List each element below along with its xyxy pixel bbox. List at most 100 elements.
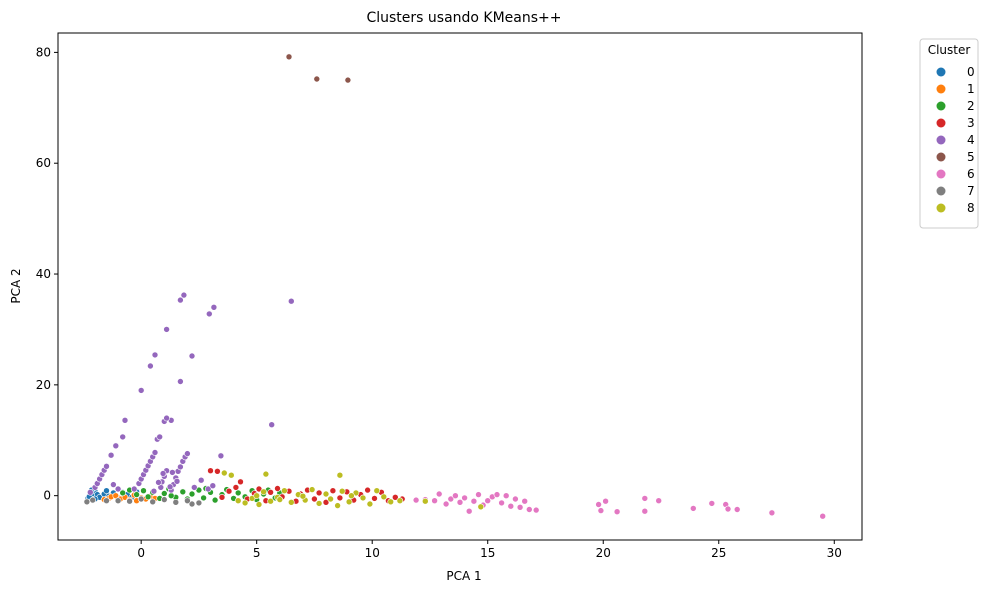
point-cluster-6 — [507, 502, 515, 510]
point-cluster-2 — [200, 494, 207, 502]
point-cluster-8 — [262, 470, 270, 478]
legend-label: 4 — [967, 133, 975, 147]
point-cluster-8 — [327, 495, 334, 503]
point-cluster-6 — [641, 495, 649, 502]
point-cluster-4 — [191, 484, 198, 491]
point-cluster-5 — [344, 76, 352, 84]
point-cluster-3 — [214, 467, 221, 475]
x-axis-ticks: 0 5 10 15 20 25 30 — [137, 540, 842, 560]
point-cluster-4 — [210, 303, 218, 311]
point-cluster-3 — [315, 489, 323, 497]
x-tick-label: 0 — [137, 546, 145, 560]
y-axis-label: PCA 2 — [9, 268, 23, 303]
y-tick-label: 40 — [36, 267, 51, 281]
point-cluster-7 — [103, 497, 110, 505]
point-cluster-4 — [103, 462, 110, 470]
point-cluster-4 — [188, 352, 196, 360]
point-cluster-4 — [107, 451, 115, 459]
point-cluster-6 — [641, 507, 649, 515]
point-cluster-3 — [237, 478, 244, 486]
point-cluster-2 — [234, 489, 242, 497]
point-cluster-2 — [140, 487, 147, 495]
point-cluster-3 — [391, 493, 399, 501]
point-cluster-3 — [207, 467, 214, 475]
legend-marker — [936, 152, 946, 162]
point-cluster-8 — [253, 492, 261, 500]
legend-title: Cluster — [928, 43, 971, 57]
point-cluster-4 — [151, 449, 159, 456]
point-cluster-3 — [329, 487, 337, 495]
points-layer — [83, 53, 827, 520]
point-cluster-4 — [110, 481, 117, 488]
point-cluster-4 — [209, 482, 217, 490]
legend-label: 5 — [967, 150, 975, 164]
point-cluster-6 — [689, 505, 697, 512]
point-cluster-3 — [267, 488, 274, 496]
point-cluster-6 — [461, 494, 468, 502]
point-cluster-4 — [217, 452, 225, 460]
point-cluster-3 — [274, 485, 281, 492]
point-cluster-4 — [204, 485, 212, 493]
point-cluster-8 — [334, 502, 341, 509]
point-cluster-3 — [232, 484, 240, 491]
legend-marker — [936, 84, 946, 94]
point-cluster-3 — [311, 495, 318, 503]
x-tick-label: 25 — [711, 546, 726, 560]
legend-marker — [936, 203, 946, 213]
point-cluster-6 — [484, 497, 492, 505]
legend-label: 0 — [967, 65, 975, 79]
point-cluster-8 — [267, 497, 274, 505]
point-cluster-8 — [315, 500, 323, 507]
x-tick-label: 20 — [596, 546, 611, 560]
point-cluster-4 — [169, 469, 176, 476]
point-cluster-6 — [733, 506, 741, 513]
legend-label: 2 — [967, 99, 975, 113]
point-cluster-7 — [126, 497, 133, 505]
legend-label: 3 — [967, 116, 975, 130]
point-cluster-4 — [180, 291, 188, 299]
point-cluster-2 — [211, 496, 219, 504]
point-cluster-4 — [268, 421, 276, 429]
point-cluster-4 — [177, 296, 184, 304]
point-cluster-7 — [137, 495, 145, 503]
y-tick-label: 60 — [36, 156, 51, 170]
point-cluster-4 — [287, 297, 295, 305]
point-cluster-4 — [130, 485, 138, 493]
chart-title: Clusters usando KMeans++ — [366, 10, 561, 26]
point-cluster-4 — [151, 351, 159, 359]
point-cluster-6 — [475, 491, 482, 498]
series-cluster-4 — [87, 291, 295, 496]
point-cluster-8 — [255, 501, 263, 508]
point-cluster-8 — [387, 498, 395, 506]
x-tick-label: 30 — [827, 546, 842, 560]
point-cluster-7 — [195, 499, 203, 507]
point-cluster-6 — [768, 509, 776, 517]
point-cluster-8 — [477, 503, 485, 511]
legend-marker — [936, 186, 946, 196]
legend: Cluster 0 1 2 3 4 5 6 7 8 — [919, 38, 979, 229]
y-axis-ticks: 0 20 40 60 80 — [36, 45, 58, 503]
point-cluster-6 — [532, 506, 540, 514]
point-cluster-8 — [281, 487, 288, 495]
point-cluster-2 — [161, 490, 168, 497]
point-cluster-6 — [502, 492, 510, 500]
point-cluster-6 — [819, 512, 827, 520]
point-cluster-4 — [156, 433, 163, 441]
legend-marker — [936, 169, 946, 179]
legend-marker — [936, 101, 946, 111]
point-cluster-4 — [87, 488, 94, 496]
legend-label: 1 — [967, 82, 975, 96]
point-cluster-8 — [396, 497, 404, 505]
point-cluster-7 — [184, 497, 191, 505]
point-cluster-8 — [348, 492, 355, 500]
point-cluster-7 — [161, 496, 168, 503]
point-cluster-6 — [431, 497, 438, 505]
legend-marker — [936, 67, 946, 77]
point-cluster-4 — [184, 450, 191, 457]
point-cluster-8 — [308, 486, 316, 493]
point-cluster-6 — [442, 500, 450, 508]
point-cluster-3 — [371, 495, 378, 502]
point-cluster-5 — [285, 53, 293, 61]
y-tick-label: 80 — [36, 45, 51, 59]
